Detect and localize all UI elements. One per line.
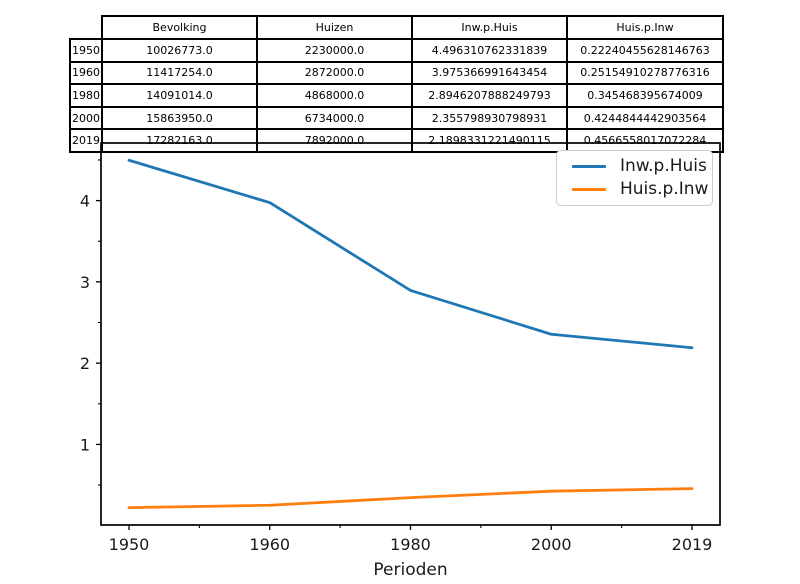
table-cell: 11417254.0: [101, 60, 258, 86]
table-cell: 6734000.0: [256, 105, 413, 131]
column-header-huizen: Huizen: [256, 15, 413, 40]
data-table: Bevolking Huizen Inw.p.Huis Huis.p.Inw 1…: [69, 15, 724, 153]
series-line-huis-p-inw: [127, 487, 694, 510]
table-cell: 14091014.0: [101, 83, 258, 108]
table-header-row: Bevolking Huizen Inw.p.Huis Huis.p.Inw: [70, 15, 724, 40]
legend-label: Inw.p.Huis: [620, 156, 707, 176]
legend-entry-inw-p-huis: Inw.p.Huis: [557, 158, 712, 175]
table-row: 2019 17282163.0 7892000.0 2.189833122149…: [69, 128, 724, 153]
column-header-bevolking: Bevolking: [101, 15, 258, 40]
table-cell: 0.345468395674009: [566, 83, 724, 108]
table-row: 1960 11417254.0 2872000.0 3.975366991643…: [69, 60, 724, 86]
table-cell: 7892000.0: [256, 128, 413, 153]
table-row: 1980 14091014.0 4868000.0 2.894620788824…: [69, 83, 724, 108]
table-cell: 2.8946207888249793: [411, 83, 568, 108]
x-axis-label: Perioden: [373, 560, 447, 580]
x-tick-label: 2019: [672, 535, 713, 554]
table-cell: 0.4244844442903564: [566, 105, 724, 131]
table-cell: 15863950.0: [101, 105, 258, 131]
legend-label: Huis.p.Inw: [620, 179, 709, 199]
x-tick-label: 2000: [531, 535, 572, 554]
row-header-year: 2019: [69, 128, 103, 153]
row-header-year: 1980: [69, 83, 103, 108]
table-row: 2000 15863950.0 6734000.0 2.355798930798…: [69, 105, 724, 131]
table-cell: 0.25154910278776316: [566, 60, 724, 86]
table-cell: 2230000.0: [256, 38, 413, 63]
chart-legend: Inw.p.Huis Huis.p.Inw: [556, 150, 713, 206]
column-header-huis-p-inw: Huis.p.Inw: [566, 15, 724, 40]
table-cell: 2872000.0: [256, 60, 413, 86]
y-tick-label: 4: [80, 192, 90, 211]
x-tick-label: 1950: [109, 535, 150, 554]
x-tick-label: 1960: [249, 535, 290, 554]
row-header-year: 1960: [69, 60, 103, 86]
legend-line-sample-orange: [572, 188, 606, 191]
table-row: 1950 10026773.0 2230000.0 4.496310762331…: [69, 38, 724, 63]
table-cell: 17282163.0: [101, 128, 258, 153]
row-header-year: 1950: [69, 38, 103, 63]
y-tick-label: 1: [80, 435, 90, 454]
x-tick-label: 1980: [390, 535, 431, 554]
series-line-inw-p-huis: [127, 158, 694, 350]
column-header-inw-p-huis: Inw.p.Huis: [411, 15, 568, 40]
y-tick-label: 2: [80, 354, 90, 373]
y-tick-label: 3: [80, 273, 90, 292]
table-cell: 3.975366991643454: [411, 60, 568, 86]
row-header-year: 2000: [69, 105, 103, 131]
legend-entry-huis-p-inw: Huis.p.Inw: [557, 181, 712, 198]
legend-line-sample-blue: [572, 165, 606, 168]
table-cell: 4868000.0: [256, 83, 413, 108]
table-cell: 2.1898331221490115: [411, 128, 568, 153]
